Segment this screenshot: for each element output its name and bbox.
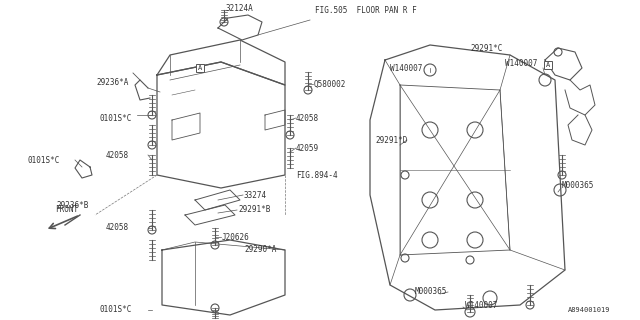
Text: FIG.505  FLOOR PAN R F: FIG.505 FLOOR PAN R F [315,5,417,14]
Text: FIG.894-4: FIG.894-4 [296,171,338,180]
Text: 0101S*C: 0101S*C [28,156,60,164]
Text: A: A [198,65,202,71]
Text: Q580002: Q580002 [314,79,346,89]
Text: 0101S*C: 0101S*C [100,114,132,123]
Text: 42058: 42058 [296,114,319,123]
Text: 42059: 42059 [296,143,319,153]
Text: A: A [546,62,550,68]
Text: 0101S*C: 0101S*C [100,306,132,315]
Text: M000365: M000365 [415,287,447,297]
Text: 29291*B: 29291*B [238,205,270,214]
Text: W140007: W140007 [505,59,538,68]
Text: J20626: J20626 [222,233,250,242]
Text: A894001019: A894001019 [568,307,611,313]
Text: 29236*B: 29236*B [56,201,88,210]
Text: 42058: 42058 [106,150,129,159]
Text: FRONT: FRONT [55,205,78,214]
Text: 29291*D: 29291*D [375,135,408,145]
Text: 29236*A: 29236*A [96,77,129,86]
Text: M000365: M000365 [562,180,595,189]
Text: 32124A: 32124A [225,4,253,12]
Text: 42058: 42058 [106,223,129,233]
Text: 29290*A: 29290*A [244,245,276,254]
Text: 33274: 33274 [244,190,267,199]
Text: 29291*C: 29291*C [470,44,502,52]
Text: W140007: W140007 [465,300,497,309]
Text: W140007: W140007 [390,63,422,73]
